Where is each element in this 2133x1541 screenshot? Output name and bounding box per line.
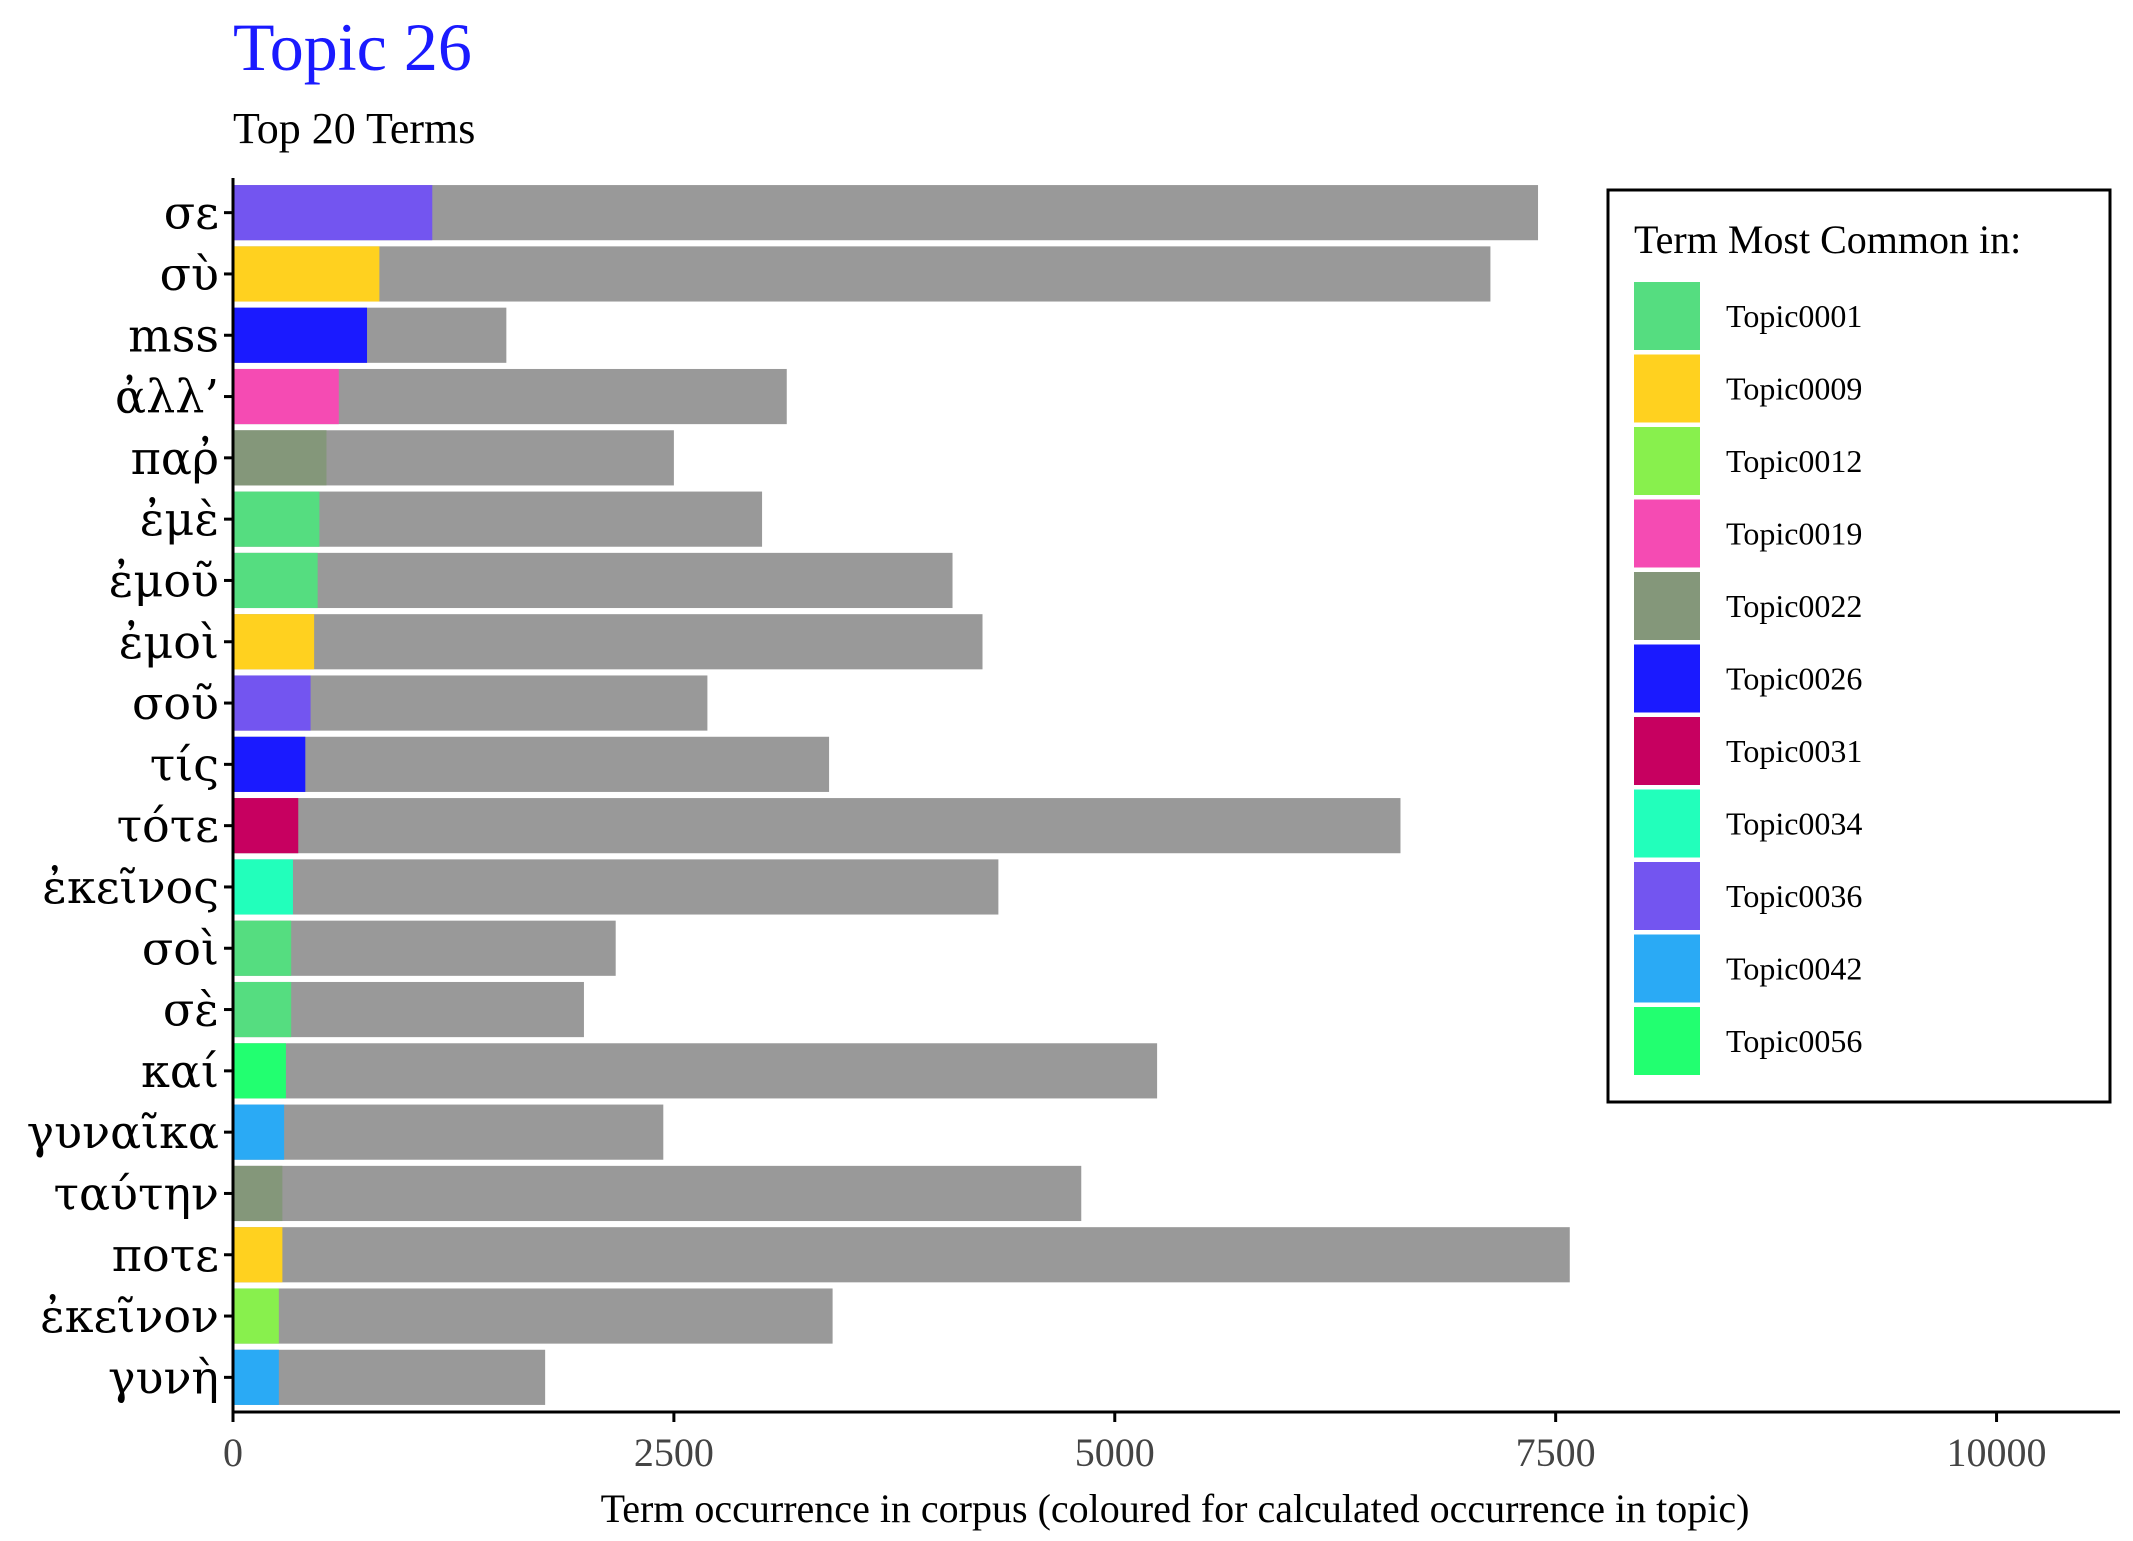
y-tick-label: σοῦ	[132, 676, 219, 730]
legend-label: Topic0042	[1726, 951, 1862, 987]
corpus-bar	[233, 1288, 833, 1344]
topic-bar	[233, 552, 318, 609]
legend-swatch	[1634, 717, 1700, 785]
chart-subtitle: Top 20 Terms	[233, 104, 475, 153]
corpus-bar	[233, 552, 953, 609]
legend-swatch	[1634, 354, 1700, 423]
topic-bar	[233, 859, 293, 915]
y-tick-labels: σε σὺ mss ἀλλ’ παῤ ἐμὲ ἐμοῦ ἐμοὶ σοῦ τίς τότε ἐκεῖν…	[27, 186, 233, 1404]
legend-swatch	[1634, 862, 1700, 930]
legend: Term Most Common in: Topic0001Topic0009T…	[1606, 188, 2112, 1104]
corpus-bar	[233, 675, 708, 731]
y-tick-label: ἐμὲ	[140, 492, 219, 546]
y-tick-label: παῤ	[131, 431, 219, 485]
topic-bar	[233, 981, 292, 1038]
corpus-bar	[233, 491, 763, 547]
chart-title: Topic 26	[233, 9, 472, 85]
legend-label: Topic0056	[1726, 1023, 1862, 1059]
x-ticks: 0 2500 5000 7500 10000	[223, 1412, 2047, 1475]
legend-swatch	[1634, 1007, 1700, 1075]
corpus-bar	[233, 185, 1539, 241]
y-tick-label: γυναῖκα	[27, 1105, 219, 1159]
topic-bar	[233, 614, 315, 670]
topic-bar	[233, 1227, 283, 1283]
y-tick-label: γυνὴ	[108, 1350, 219, 1404]
corpus-bar	[233, 246, 1491, 302]
topic-bar	[233, 307, 368, 363]
legend-swatch	[1634, 499, 1700, 568]
corpus-bar	[233, 614, 983, 670]
y-tick-label: τίς	[150, 737, 219, 791]
topic-bar	[233, 1288, 279, 1344]
y-tick-label: ἀλλ’	[115, 370, 219, 424]
y-tick-label: mss	[128, 308, 219, 362]
legend-swatch	[1634, 934, 1700, 1003]
legend-label: Topic0009	[1726, 371, 1862, 407]
topic-bar	[233, 920, 292, 976]
topic-bar	[233, 185, 433, 241]
legend-label: Topic0036	[1726, 878, 1862, 914]
y-tick-label: σε	[164, 186, 219, 240]
topic-bar	[233, 368, 339, 425]
legend-label: Topic0001	[1726, 298, 1862, 334]
bars-layer	[233, 185, 1570, 1405]
legend-title: Term Most Common in:	[1634, 217, 2021, 262]
corpus-bar	[233, 1349, 546, 1405]
corpus-bar	[233, 1104, 664, 1160]
legend-label: Topic0031	[1726, 733, 1862, 769]
corpus-bar	[233, 1043, 1158, 1099]
legend-items: Topic0001 Topic0009 Topic0012 Topic0019 Topi…	[1634, 282, 1862, 1075]
topic-bar	[233, 246, 380, 302]
topic-bar	[233, 736, 306, 792]
y-tick-label: ἐκεῖνον	[40, 1289, 219, 1343]
topic-bar	[233, 430, 327, 486]
topic-bar	[233, 1349, 279, 1405]
legend-label: Topic0034	[1726, 806, 1862, 842]
corpus-bar	[233, 859, 999, 915]
topic-bar	[233, 1104, 285, 1160]
legend-label: Topic0012	[1726, 443, 1862, 479]
topic-bar	[233, 491, 320, 547]
y-tick-label: ποτε	[112, 1228, 219, 1282]
x-tick-label: 2500	[634, 1430, 714, 1475]
y-tick-label: ἐμοὶ	[119, 615, 219, 669]
y-tick-label: ἐμοῦ	[109, 553, 219, 607]
legend-label: Topic0019	[1726, 516, 1862, 552]
corpus-bar	[233, 981, 584, 1038]
topic-bar	[233, 1043, 286, 1099]
legend-swatch	[1634, 572, 1700, 640]
y-tick-label: ταύτην	[54, 1166, 219, 1220]
legend-swatch	[1634, 282, 1700, 350]
legend-swatch	[1634, 644, 1700, 713]
x-tick-label: 5000	[1075, 1430, 1155, 1475]
x-axis-label: Term occurrence in corpus (coloured for …	[601, 1486, 1750, 1531]
legend-swatch	[1634, 427, 1700, 495]
topic-bar	[233, 798, 299, 854]
corpus-bar	[233, 1227, 1570, 1283]
corpus-bar	[233, 920, 616, 976]
corpus-bar	[233, 798, 1401, 854]
corpus-bar	[233, 736, 830, 792]
topic-bar	[233, 1165, 283, 1222]
x-tick-label: 10000	[1947, 1430, 2047, 1475]
legend-swatch	[1634, 789, 1700, 858]
y-tick-label: σοὶ	[142, 921, 219, 975]
x-tick-label: 0	[223, 1430, 243, 1475]
y-tick-label: καί	[141, 1044, 219, 1098]
legend-label: Topic0026	[1726, 661, 1862, 697]
legend-label: Topic0022	[1726, 588, 1862, 624]
y-tick-label: ἐκεῖνος	[42, 860, 219, 914]
corpus-bar	[233, 1165, 1082, 1222]
y-tick-label: τότε	[117, 799, 219, 853]
topic-bar	[233, 675, 311, 731]
x-tick-label: 7500	[1516, 1430, 1596, 1475]
y-tick-label: σὺ	[160, 247, 219, 301]
y-tick-label: σὲ	[163, 983, 219, 1037]
